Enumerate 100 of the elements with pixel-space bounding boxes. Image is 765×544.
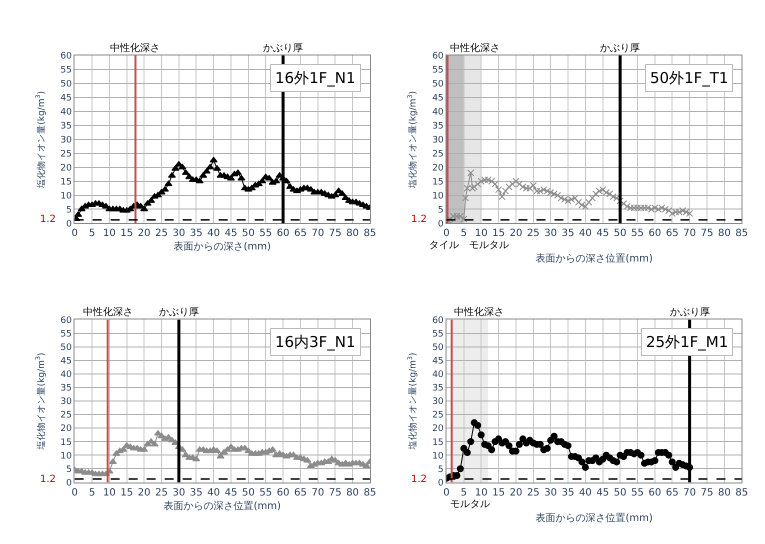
x-tick-label: 65 bbox=[294, 487, 307, 498]
x-tick-label: 55 bbox=[631, 228, 644, 240]
x-tick-label: 40 bbox=[579, 487, 592, 498]
x-tick-label: 75 bbox=[328, 228, 342, 240]
x-tick-label: 70 bbox=[311, 228, 324, 240]
annotation: 16外1F_N1 bbox=[275, 69, 356, 87]
y-tick-label: 60 bbox=[432, 52, 444, 62]
y-tick-label: 20 bbox=[432, 163, 444, 174]
y-tick-label: 50 bbox=[432, 80, 444, 90]
x-tick-label: 55 bbox=[259, 228, 272, 240]
y-tick-label: 45 bbox=[60, 94, 72, 104]
y-tick-label: 5 bbox=[66, 464, 72, 475]
x-tick-label: 55 bbox=[259, 487, 272, 498]
x-tick-label: 40 bbox=[207, 228, 220, 240]
y-tick-label: 55 bbox=[432, 66, 444, 76]
x-tick-label: 20 bbox=[138, 228, 151, 240]
x-tick-label: 80 bbox=[346, 228, 359, 240]
y-tick-label: 35 bbox=[432, 384, 444, 394]
x-tick-label: 75 bbox=[700, 487, 714, 498]
x-axis-title: 表面からの深さ位置(mm) bbox=[535, 512, 653, 524]
x-tick-label: 35 bbox=[190, 487, 203, 498]
y-tick-label: 50 bbox=[432, 342, 444, 353]
x-tick-label: 60 bbox=[648, 487, 662, 498]
band-label: モルタル bbox=[450, 499, 490, 510]
ref-line-label: 1.2 bbox=[40, 474, 56, 485]
x-tick-label: 75 bbox=[328, 487, 342, 498]
x-tick-label: 70 bbox=[683, 228, 696, 240]
y-tick-label: 35 bbox=[60, 122, 72, 132]
x-tick-label: 85 bbox=[735, 487, 748, 498]
x-tick-label: 45 bbox=[224, 228, 238, 240]
y-tick-label: 60 bbox=[432, 316, 444, 326]
x-tick-label: 25 bbox=[155, 228, 168, 240]
annotation: 16内3F_N1 bbox=[275, 333, 356, 351]
x-tick-label: 85 bbox=[364, 228, 376, 240]
y-tick-label: 45 bbox=[432, 356, 444, 367]
ref-line-label: かぶり厚 bbox=[159, 307, 199, 318]
y-tick-label: 30 bbox=[432, 136, 444, 146]
x-tick-label: 20 bbox=[510, 228, 522, 240]
y-tick-label: 60 bbox=[60, 52, 72, 62]
x-tick-label: 65 bbox=[666, 228, 679, 240]
y-tick-label: 0 bbox=[66, 478, 72, 488]
x-tick-label: 5 bbox=[460, 228, 468, 240]
x-tick-label: 15 bbox=[120, 228, 134, 240]
y-tick-label: 25 bbox=[60, 150, 72, 160]
x-tick-label: 30 bbox=[172, 228, 186, 240]
x-tick-label: 85 bbox=[364, 487, 376, 498]
x-tick-label: 30 bbox=[172, 487, 186, 498]
x-tick-label: 10 bbox=[474, 487, 488, 498]
x-tick-label: 50 bbox=[614, 228, 626, 240]
ref-line-label: 中性化深さ bbox=[83, 306, 133, 318]
y-tick-label: 35 bbox=[60, 384, 72, 394]
x-tick-label: 60 bbox=[648, 228, 662, 240]
x-tick-label: 75 bbox=[700, 228, 714, 240]
x-tick-label: 10 bbox=[474, 228, 488, 240]
ref-line-label: かぶり厚 bbox=[600, 43, 640, 54]
y-tick-label: 5 bbox=[438, 205, 444, 216]
y-tick-label: 50 bbox=[60, 342, 72, 353]
x-tick-label: 70 bbox=[683, 487, 696, 498]
y-tick-label: 0 bbox=[438, 219, 444, 230]
x-tick-label: 15 bbox=[492, 228, 505, 240]
x-axis-title: 表面からの深さ位置(mm) bbox=[535, 252, 653, 265]
x-tick-label: 15 bbox=[492, 487, 505, 498]
x-tick-label: 45 bbox=[224, 487, 238, 498]
y-tick-label: 10 bbox=[60, 191, 72, 202]
x-tick-label: 10 bbox=[103, 487, 116, 498]
y-tick-label: 50 bbox=[60, 80, 72, 90]
x-tick-label: 85 bbox=[735, 228, 748, 240]
y-tick-label: 60 bbox=[60, 316, 72, 326]
x-tick-label: 20 bbox=[510, 487, 522, 498]
x-tick-label: 50 bbox=[242, 228, 255, 240]
x-tick-label: 80 bbox=[718, 487, 731, 498]
y-tick-label: 20 bbox=[432, 424, 444, 434]
y-tick-label: 25 bbox=[60, 410, 72, 421]
y-tick-label: 15 bbox=[60, 438, 72, 448]
y-tick-label: 5 bbox=[66, 205, 72, 216]
y-tick-label: 40 bbox=[60, 370, 72, 380]
x-tick-label: 55 bbox=[631, 487, 644, 498]
x-tick-label: 50 bbox=[242, 487, 255, 498]
y-tick-label: 10 bbox=[432, 191, 444, 202]
y-tick-label: 20 bbox=[60, 163, 72, 174]
y-tick-label: 15 bbox=[432, 438, 444, 448]
x-axis-title: 表面からの深さ位置(mm) bbox=[164, 500, 282, 512]
ref-line-label: 1.2 bbox=[40, 214, 56, 225]
x-tick-label: 40 bbox=[207, 487, 220, 498]
y-tick-label: 15 bbox=[432, 177, 444, 188]
x-tick-label: 25 bbox=[155, 487, 168, 498]
ref-line-label: かぶり厚 bbox=[670, 307, 710, 318]
x-tick-label: 5 bbox=[460, 487, 468, 498]
x-tick-label: 65 bbox=[294, 228, 307, 240]
y-tick-label: 55 bbox=[60, 66, 72, 76]
y-tick-label: 0 bbox=[66, 219, 72, 230]
x-tick-label: 20 bbox=[138, 487, 151, 498]
annotation: 25外1F_M1 bbox=[646, 333, 728, 351]
x-tick-label: 45 bbox=[596, 487, 610, 498]
ref-line-label: 中性化深さ bbox=[110, 42, 160, 54]
x-tick-label: 25 bbox=[526, 228, 540, 240]
x-tick-label: 5 bbox=[88, 228, 96, 240]
ref-line-label: 中性化深さ bbox=[454, 306, 504, 318]
x-tick-label: 35 bbox=[562, 487, 574, 498]
y-tick-label: 10 bbox=[60, 451, 72, 462]
